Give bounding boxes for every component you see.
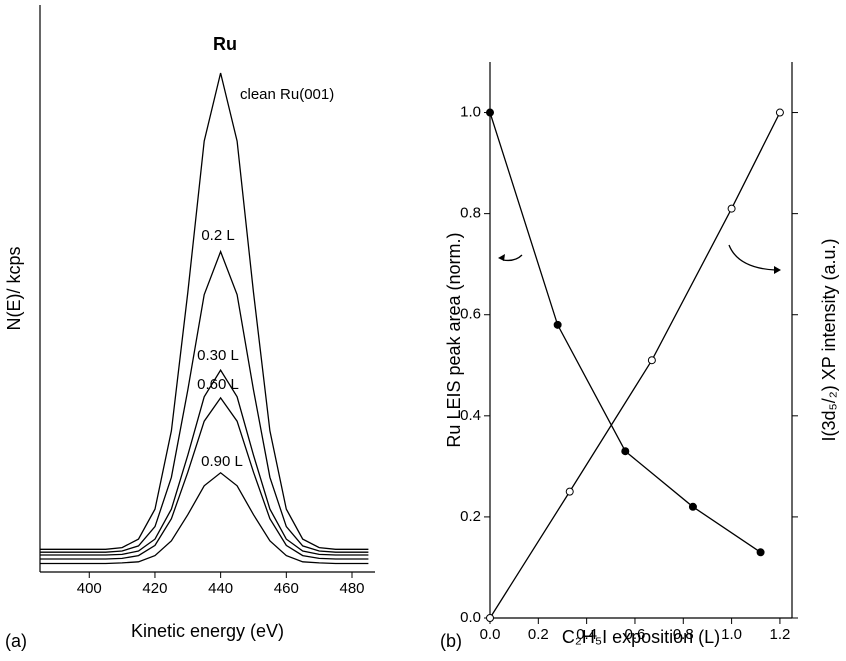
data-point	[486, 108, 494, 117]
chart-title: Ru	[213, 34, 237, 54]
data-point	[553, 320, 562, 329]
x-tick-label: 0.0	[480, 626, 501, 643]
data-point	[727, 204, 736, 213]
series-label: 0.2 L	[201, 227, 234, 244]
x-tick-label: 420	[142, 580, 167, 597]
series-label: clean Ru(001)	[240, 86, 334, 103]
y-tick-label: 0.2	[460, 508, 481, 525]
data-point	[486, 614, 494, 622]
y-tick-label: 0.8	[460, 205, 481, 222]
arrow-head	[774, 266, 781, 274]
series-line	[489, 112, 781, 619]
x-tick-label: 1.0	[721, 626, 742, 643]
series-line	[40, 249, 369, 553]
series-line	[489, 112, 761, 553]
arrow-head	[498, 254, 505, 261]
panel-label: (b)	[440, 631, 462, 651]
y-tick-label: 1.0	[460, 104, 481, 121]
x-tick-label: 0.4	[576, 626, 597, 643]
x-tick-label: 480	[339, 580, 364, 597]
data-point	[621, 447, 630, 456]
x-tick-label: 0.8	[673, 626, 694, 643]
series-line	[40, 72, 369, 550]
series-label: 0.30 L	[197, 347, 239, 364]
x-tick-label: 0.2	[528, 626, 549, 643]
data-point	[756, 548, 765, 557]
x-tick-label: 460	[274, 580, 299, 597]
arrow-right	[728, 244, 776, 271]
panel-label: (a)	[5, 631, 27, 651]
series-line	[40, 396, 369, 560]
series-label: 0.90 L	[201, 453, 243, 470]
data-point	[688, 502, 697, 511]
x-tick-label: 1.2	[769, 626, 790, 643]
y-axis-label: Ru LEIS peak area (norm.)	[444, 232, 464, 447]
x-axis-label: Kinetic energy (eV)	[131, 621, 284, 641]
arrow-left	[502, 254, 523, 262]
x-tick-label: 440	[208, 580, 233, 597]
y-tick-label: 0.6	[460, 306, 481, 323]
series-label: 0.60 L	[197, 376, 239, 393]
y-tick-label: 0.0	[460, 609, 481, 626]
series-line	[40, 471, 369, 565]
data-point	[647, 356, 656, 365]
y2-axis-label: I(3d₅/₂) XP intensity (a.u.)	[819, 239, 839, 442]
x-tick-label: 0.6	[625, 626, 646, 643]
series-line	[40, 368, 369, 556]
y-axis-label: N(E)/ kcps	[4, 246, 24, 330]
y-tick-label: 0.4	[460, 407, 481, 424]
data-point	[565, 487, 574, 496]
data-point	[775, 108, 784, 117]
x-axis-label: C₂H₅I exposition (L)	[562, 627, 720, 647]
x-tick-label: 400	[77, 580, 102, 597]
